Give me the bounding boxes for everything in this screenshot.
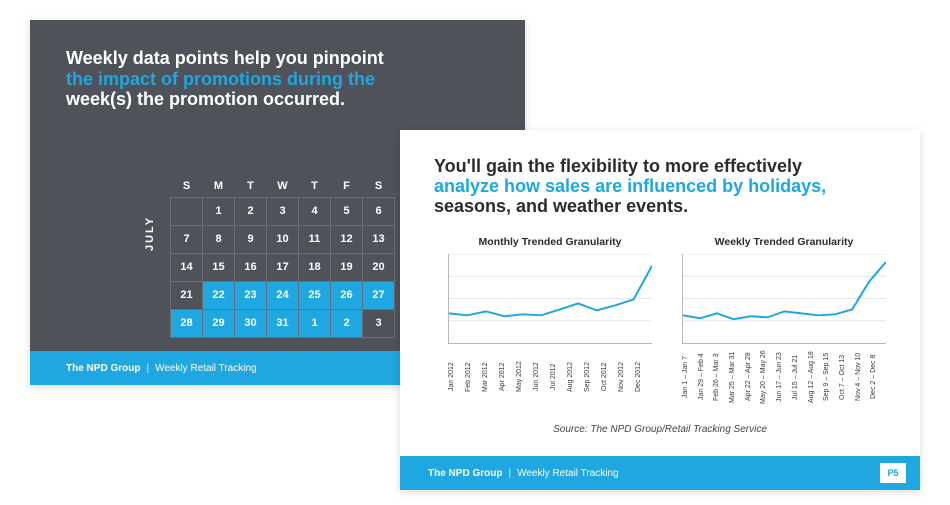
- cal-cell: 10: [267, 225, 299, 253]
- head-line3: week(s) the promotion occurred.: [66, 89, 489, 110]
- cal-cell: 24: [267, 281, 299, 309]
- cal-cell: 9: [235, 225, 267, 253]
- cal-cell: 21: [171, 281, 203, 309]
- xtick-label: Oct 7 – Oct 13: [839, 348, 855, 406]
- cal-cell: 19: [331, 253, 363, 281]
- xtick-label: Dec 2 – Dec 8: [870, 348, 886, 406]
- cal-cell: 20: [363, 253, 395, 281]
- xtick-label: Dec 2012: [635, 348, 652, 406]
- cal-cell: 1: [203, 197, 235, 225]
- cal-cell: 15: [203, 253, 235, 281]
- cal-cell: 16: [235, 253, 267, 281]
- cal-cell: 26: [331, 281, 363, 309]
- footer-brand: The NPD Group: [428, 468, 502, 479]
- slide-charts: You'll gain the flexibility to more effe…: [400, 130, 920, 490]
- cal-cell: 5: [331, 197, 363, 225]
- chart-plot: [682, 254, 886, 344]
- cal-cell: 28: [171, 309, 203, 337]
- xtick-label: Nov 2012: [618, 348, 635, 406]
- cal-cell: 3: [267, 197, 299, 225]
- xtick-label: Nov 4 – Nov 10: [855, 348, 871, 406]
- cal-cell: 4: [299, 197, 331, 225]
- cal-cell: [171, 197, 203, 225]
- xtick-label: Apr 22 – Apr 28: [745, 348, 761, 406]
- xtick-label: Aug 2012: [567, 348, 584, 406]
- cal-cell: 22: [203, 281, 235, 309]
- cal-cell: 25: [299, 281, 331, 309]
- xtick-label: Feb 2012: [465, 348, 482, 406]
- cal-cell: 1: [299, 309, 331, 337]
- footer-sep: |: [146, 363, 149, 374]
- xtick-label: Apr 2012: [499, 348, 516, 406]
- chart-title: Monthly Trended Granularity: [448, 236, 652, 248]
- cal-day-header: M: [203, 175, 235, 197]
- head-line1: Weekly data points help you pinpoint: [66, 48, 489, 69]
- chart-plot: [448, 254, 652, 344]
- xtick-label: Sep 9 – Sep 15: [823, 348, 839, 406]
- cal-cell: 2: [331, 309, 363, 337]
- xtick-label: May 2012: [516, 348, 533, 406]
- month-label: JULY: [144, 216, 156, 251]
- cal-day-header: S: [363, 175, 395, 197]
- xtick-label: Jan 29 – Feb 4: [698, 348, 714, 406]
- cal-cell: 29: [203, 309, 235, 337]
- xtick-label: Jul 15 – Jul 21: [792, 348, 808, 406]
- cal-cell: 23: [235, 281, 267, 309]
- xtick-label: Jul 2012: [550, 348, 567, 406]
- cal-day-header: T: [299, 175, 331, 197]
- xtick-label: Mar 2012: [482, 348, 499, 406]
- cal-cell: 8: [203, 225, 235, 253]
- cal-cell: 6: [363, 197, 395, 225]
- xtick-label: Jan 2012: [448, 348, 465, 406]
- cal-day-header: W: [267, 175, 299, 197]
- charts-row: Monthly Trended Granularity Jan 2012Feb …: [400, 222, 920, 406]
- chart-monthly: Monthly Trended Granularity Jan 2012Feb …: [448, 236, 652, 406]
- cal-cell: 31: [267, 309, 299, 337]
- xtick-label: Sep 2012: [584, 348, 601, 406]
- cal-day-header: S: [171, 175, 203, 197]
- cal-cell: 18: [299, 253, 331, 281]
- head-line2: analyze how sales are influenced by holi…: [434, 176, 886, 196]
- slide1-heading: Weekly data points help you pinpoint the…: [30, 20, 525, 120]
- xtick-label: Mar 25 – Mar 31: [729, 348, 745, 406]
- footer-sep: |: [508, 468, 511, 479]
- cal-cell: 30: [235, 309, 267, 337]
- footer-brand: The NPD Group: [66, 363, 140, 374]
- cal-cell: 3: [363, 309, 395, 337]
- xtick-label: Feb 26 – Mar 3: [713, 348, 729, 406]
- cal-cell: 13: [363, 225, 395, 253]
- head-line2: the impact of promotions during the: [66, 69, 489, 90]
- cal-cell: 14: [171, 253, 203, 281]
- cal-cell: 27: [363, 281, 395, 309]
- head-line1: You'll gain the flexibility to more effe…: [434, 156, 886, 176]
- cal-cell: 17: [267, 253, 299, 281]
- cal-cell: 11: [299, 225, 331, 253]
- chart-title: Weekly Trended Granularity: [682, 236, 886, 248]
- chart-xticks: Jan 2012Feb 2012Mar 2012Apr 2012May 2012…: [448, 348, 652, 406]
- cal-day-header: T: [235, 175, 267, 197]
- slide2-heading: You'll gain the flexibility to more effe…: [400, 130, 920, 222]
- chart-xticks: Jan 1 – Jan 7Jan 29 – Feb 4Feb 26 – Mar …: [682, 348, 886, 406]
- head-line3: seasons, and weather events.: [434, 196, 886, 216]
- calendar-table: SMTWTFS 12345678910111213141516171819202…: [170, 175, 395, 338]
- xtick-label: Jun 17 – Jun 23: [776, 348, 792, 406]
- cal-day-header: F: [331, 175, 363, 197]
- xtick-label: Jan 1 – Jan 7: [682, 348, 698, 406]
- page-number: P5: [880, 463, 906, 483]
- xtick-label: May 20 – May 26: [760, 348, 776, 406]
- xtick-label: Aug 12 – Aug 18: [808, 348, 824, 406]
- xtick-label: Jun 2012: [533, 348, 550, 406]
- source-line: Source: The NPD Group/Retail Tracking Se…: [400, 424, 920, 435]
- calendar: JULY SMTWTFS 123456789101112131415161718…: [170, 175, 395, 338]
- chart-weekly: Weekly Trended Granularity Jan 1 – Jan 7…: [682, 236, 886, 406]
- cal-cell: 12: [331, 225, 363, 253]
- slide2-footer: The NPD Group | Weekly Retail Tracking P…: [400, 456, 920, 490]
- cal-cell: 2: [235, 197, 267, 225]
- cal-cell: 7: [171, 225, 203, 253]
- footer-title: Weekly Retail Tracking: [155, 363, 257, 374]
- xtick-label: Oct 2012: [601, 348, 618, 406]
- footer-title: Weekly Retail Tracking: [517, 468, 619, 479]
